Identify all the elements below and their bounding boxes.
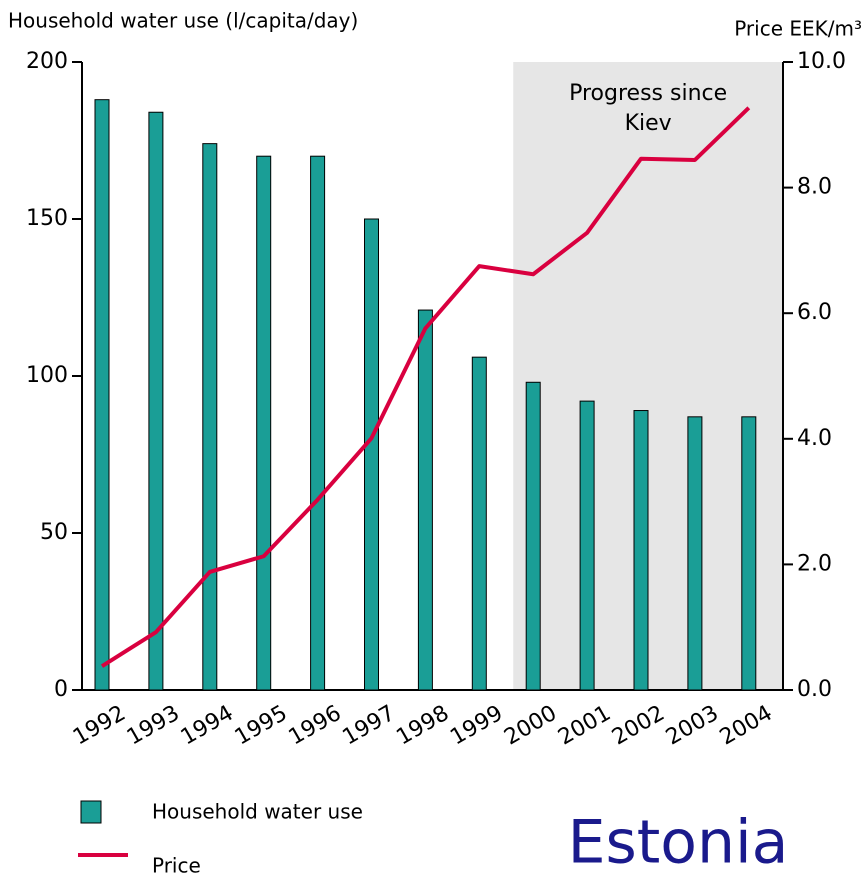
x-tick-label: 1996 xyxy=(285,701,346,751)
bar xyxy=(148,111,164,691)
y2-tick-label: 0.0 xyxy=(797,677,832,702)
bar xyxy=(310,155,326,691)
y-tick-label: 150 xyxy=(26,206,68,231)
y2-tick-label: 6.0 xyxy=(797,300,832,325)
x-tick-label: 1998 xyxy=(392,701,453,751)
bar xyxy=(687,416,703,691)
x-tick-label: 2000 xyxy=(500,701,561,751)
y2-axis-label: Price EEK/m³ xyxy=(734,17,862,41)
y-axis-label: Household water use (l/capita/day) xyxy=(8,9,358,33)
price-line xyxy=(100,106,751,668)
bar xyxy=(94,99,110,691)
x-tick-label: 2002 xyxy=(608,701,669,751)
y2-tick-label: 8.0 xyxy=(797,175,832,200)
bar xyxy=(471,356,487,691)
x-tick-label: 1995 xyxy=(231,701,292,751)
legend-label: Price xyxy=(152,854,201,877)
legend-label: Household water use xyxy=(152,800,363,824)
bar xyxy=(417,309,433,691)
x-tick-label: 1993 xyxy=(123,701,184,751)
x-tick-label: 2004 xyxy=(716,701,777,751)
x-tick-label: 2001 xyxy=(554,701,615,751)
bar xyxy=(633,410,649,691)
y-tick-label: 50 xyxy=(40,520,68,545)
annotation: Kiev xyxy=(625,111,672,136)
x-tick-label: 1992 xyxy=(69,701,130,751)
x-tick-label: 1994 xyxy=(177,701,238,751)
y2-tick-label: 2.0 xyxy=(797,551,832,576)
y2-tick-label: 4.0 xyxy=(797,426,832,451)
y-tick-label: 200 xyxy=(26,49,68,74)
bar xyxy=(741,416,757,691)
bar xyxy=(579,400,595,691)
y2-tick-label: 10.0 xyxy=(797,49,846,74)
country-label: Estonia xyxy=(568,808,789,877)
y-tick-label: 100 xyxy=(26,363,68,388)
annotation: Progress since xyxy=(569,81,727,106)
legend-swatch xyxy=(80,800,102,824)
x-tick-label: 1999 xyxy=(446,701,507,751)
x-tick-label: 1997 xyxy=(339,701,400,751)
x-tick-label: 2003 xyxy=(662,701,723,751)
bar xyxy=(256,155,272,691)
y-tick-label: 0 xyxy=(54,677,68,702)
bar xyxy=(202,143,218,691)
bar xyxy=(525,381,541,691)
bar xyxy=(364,218,379,691)
